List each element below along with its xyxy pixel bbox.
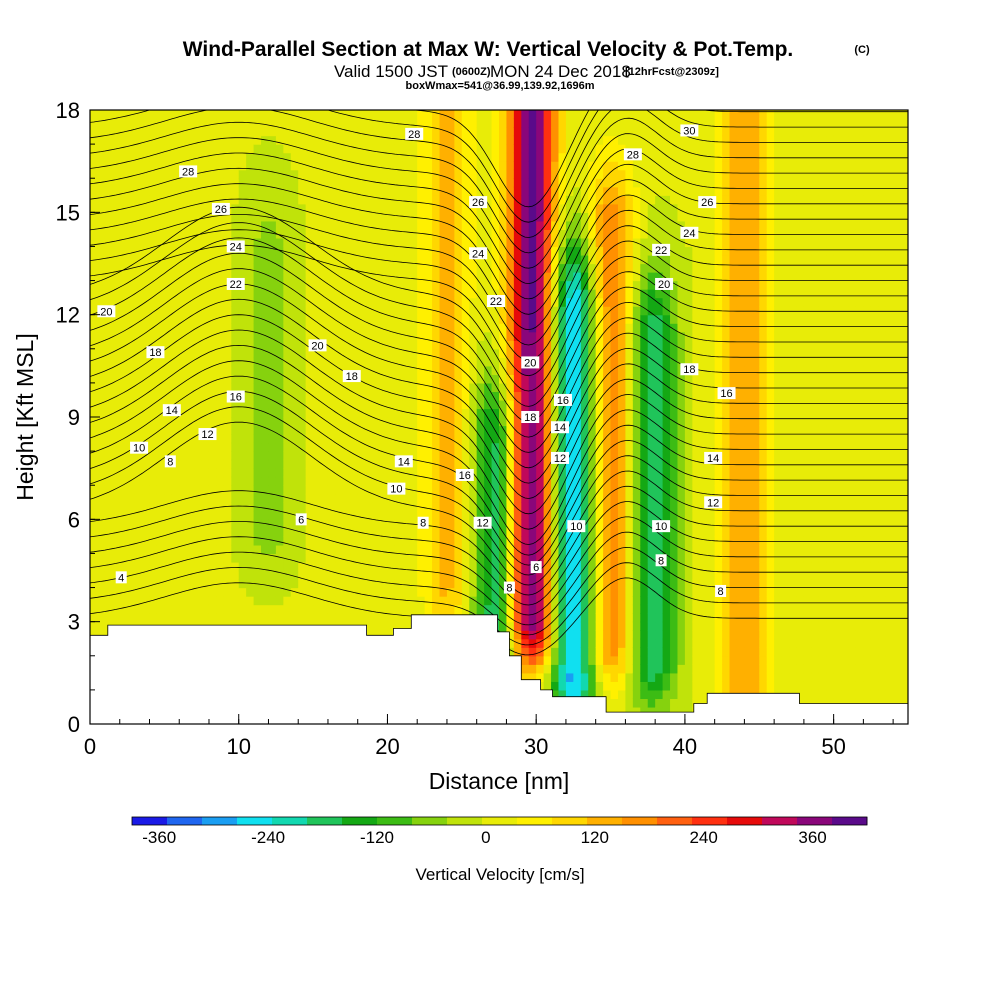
colorbar-swatch — [517, 817, 553, 825]
contour-label: 4 — [118, 572, 124, 584]
colorbar-swatch — [587, 817, 623, 825]
contour-label: 8 — [167, 456, 173, 468]
y-tick-label: 15 — [56, 200, 80, 225]
y-axis-label: Height [Kft MSL] — [12, 333, 38, 500]
contour-label: 16 — [557, 395, 569, 407]
contour-label: 16 — [230, 392, 242, 404]
colorbar-swatch — [657, 817, 693, 825]
contour-label: 16 — [459, 470, 471, 482]
contour-label: 10 — [133, 443, 145, 455]
contour-label: 12 — [201, 429, 213, 441]
colorbar-swatch — [797, 817, 833, 825]
contour-label: 18 — [683, 364, 695, 376]
colorbar-swatch — [447, 817, 483, 825]
contour-label: 8 — [718, 586, 724, 598]
colorbar-swatch — [482, 817, 518, 825]
subtitle-valid: Valid 1500 JST — [334, 62, 448, 81]
contour-label: 8 — [506, 583, 512, 595]
x-tick-label: 20 — [375, 734, 399, 759]
plot-area: 4 6 8 10 12 14 16 18 20 22 24 26 28 20 18 14 10 8 16 12 8 6 22… — [90, 72, 909, 724]
subtitle-forecast: [12hrFcst@2309z] — [625, 66, 719, 78]
colorbar-tick-label: 0 — [481, 828, 490, 847]
y-tick-label: 9 — [68, 405, 80, 430]
contour-label: 18 — [149, 347, 161, 359]
colorbar-tick-label: -120 — [360, 828, 394, 847]
contour-label: 8 — [420, 518, 426, 530]
colorbar-tick-label: 240 — [689, 828, 717, 847]
chart-title: Wind-Parallel Section at Max W: Vertical… — [183, 38, 794, 61]
contour-label: 22 — [490, 296, 502, 308]
colorbar-swatch — [552, 817, 588, 825]
contour-label: 26 — [701, 197, 713, 209]
contour-label: 18 — [346, 371, 358, 383]
subtitle-date: MON 24 Dec 2018 — [490, 62, 631, 81]
contour-label: 12 — [477, 518, 489, 530]
contour-label: 16 — [720, 388, 732, 400]
contour-label: 22 — [655, 245, 667, 257]
contour-label: 18 — [524, 412, 536, 424]
colorbar-swatch — [132, 817, 168, 825]
colorbar-tick-label: -240 — [251, 828, 285, 847]
colorbar-swatch — [832, 817, 868, 825]
colorbar-swatch — [342, 817, 378, 825]
contour-label: 6 — [298, 514, 304, 526]
colorbar-swatch — [412, 817, 448, 825]
contour-label: 20 — [311, 340, 323, 352]
y-tick-label: 18 — [56, 98, 80, 123]
contour-label: 10 — [570, 521, 582, 533]
colorbar-swatch — [622, 817, 658, 825]
colorbar-tick-label: 120 — [581, 828, 609, 847]
contour-label: 10 — [390, 484, 402, 496]
contour-label: 14 — [166, 405, 178, 417]
contour-label: 14 — [707, 453, 719, 465]
colorbar-swatch — [377, 817, 413, 825]
contour-label: 26 — [472, 197, 484, 209]
x-tick-label: 40 — [673, 734, 697, 759]
x-axis-label: Distance [nm] — [429, 768, 570, 794]
x-tick-label: 50 — [821, 734, 845, 759]
y-tick-label: 0 — [68, 712, 80, 737]
contour-label: 12 — [554, 453, 566, 465]
contour-label: 8 — [658, 555, 664, 567]
colorbar-swatch — [762, 817, 798, 825]
contour-label: 28 — [182, 166, 194, 178]
x-tick-label: 10 — [226, 734, 250, 759]
contour-label: 14 — [554, 422, 566, 434]
colorbar: -360 -240 -120 0 120 240 360 — [132, 817, 868, 847]
colorbar-swatch — [237, 817, 273, 825]
contour-label: 28 — [408, 129, 420, 141]
colorbar-swatch — [202, 817, 238, 825]
x-tick-label: 0 — [84, 734, 96, 759]
colorbar-tick-label: -360 — [142, 828, 176, 847]
contour-label: 20 — [524, 357, 536, 369]
contour-label: 28 — [627, 149, 639, 161]
colorbar-tick-label: 360 — [798, 828, 826, 847]
contour-label: 10 — [655, 521, 667, 533]
colorbar-label: Vertical Velocity [cm/s] — [415, 865, 584, 884]
y-tick-label: 6 — [68, 507, 80, 532]
y-tick-label: 3 — [68, 610, 80, 635]
contour-label: 6 — [533, 562, 539, 574]
colorbar-swatch — [692, 817, 728, 825]
contour-label: 30 — [683, 125, 695, 137]
contour-label: 24 — [472, 248, 484, 260]
box-wmax-line: boxWmax=541@36.99,139.92,1696m — [406, 80, 595, 92]
contour-label: 26 — [215, 204, 227, 216]
contour-label: 24 — [230, 241, 242, 253]
colorbar-swatch — [167, 817, 203, 825]
contour-label: 14 — [398, 456, 410, 468]
contour-label: 20 — [100, 306, 112, 318]
colorbar-swatch — [307, 817, 343, 825]
title-suffix: (C) — [854, 44, 870, 56]
x-tick-label: 30 — [524, 734, 548, 759]
contour-label: 22 — [230, 279, 242, 291]
colorbar-swatch — [272, 817, 308, 825]
subtitle-utc: (0600Z) — [452, 66, 491, 78]
colorbar-swatch — [727, 817, 763, 825]
contour-label: 24 — [683, 228, 695, 240]
cross-section-figure: Wind-Parallel Section at Max W: Vertical… — [0, 0, 1000, 1000]
contour-label: 12 — [707, 497, 719, 509]
y-tick-label: 12 — [56, 303, 80, 328]
contour-label: 20 — [658, 279, 670, 291]
